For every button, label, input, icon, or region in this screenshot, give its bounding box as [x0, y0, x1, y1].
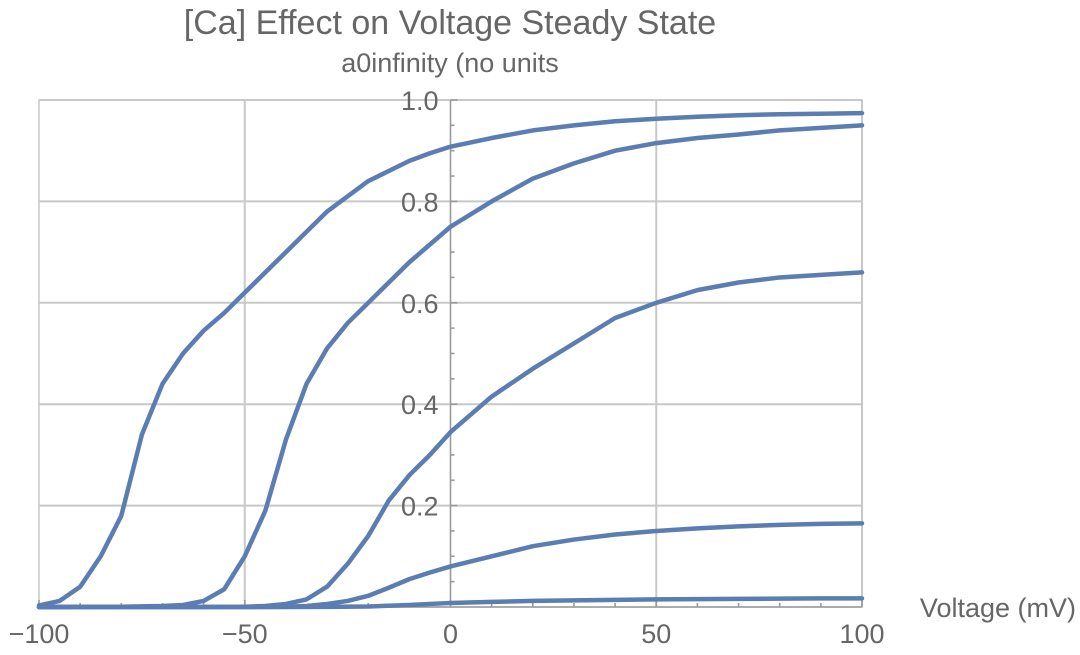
y-tick-label: 0.6: [401, 289, 439, 319]
x-tick-label: −100: [9, 619, 70, 649]
x-tick-label: 50: [641, 619, 671, 649]
y-tick-label: 0.4: [401, 390, 439, 420]
series-line: [36, 123, 865, 610]
x-tick-label: 100: [839, 619, 884, 649]
x-tick-label: −50: [222, 619, 268, 649]
chart-title: [Ca] Effect on Voltage Steady State: [184, 4, 716, 42]
tick-labels: −100 −50 0 50 100 0.2 0.4 0.6 0.8 1.0: [9, 86, 885, 649]
x-tick-label: 0: [443, 619, 458, 649]
y-tick-label: 1.0: [401, 86, 439, 116]
y-tick-label: 0.8: [401, 187, 439, 217]
series-line: [36, 110, 865, 608]
series-group: [36, 110, 865, 610]
y-tick-label: 0.2: [401, 492, 439, 522]
axes: [38, 99, 863, 608]
series-line: [36, 596, 865, 610]
chart-subtitle: a0infinity (no units: [341, 48, 559, 78]
x-axis-label: Voltage (mV): [920, 593, 1076, 623]
